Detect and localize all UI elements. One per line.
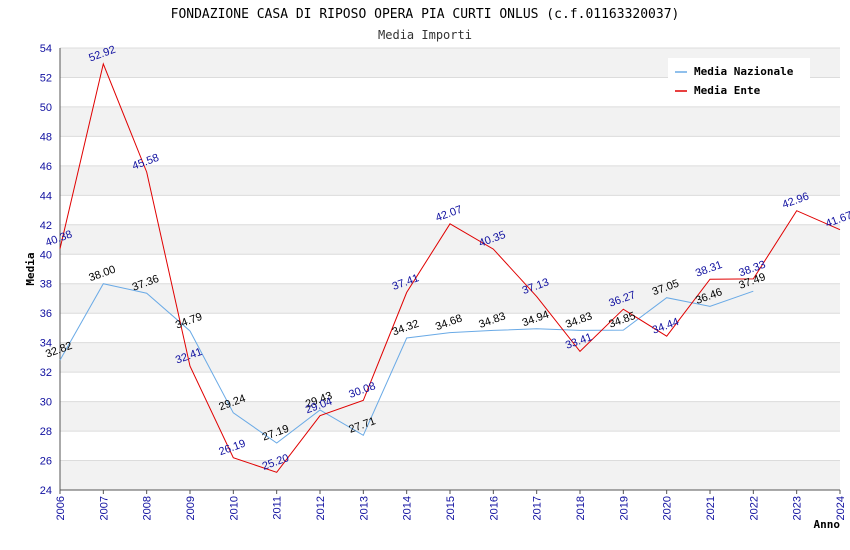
axes bbox=[59, 48, 841, 494]
x-tick-label: 2008 bbox=[142, 496, 154, 520]
y-tick-label: 24 bbox=[40, 485, 52, 497]
grid-band bbox=[60, 401, 840, 432]
legend-label-series-1: Media Nazionale bbox=[694, 65, 794, 78]
y-tick-labels: 24 26 28 30 32 34 36 38 40 42 44 46 48 50 52 54 bbox=[40, 43, 52, 497]
data-label: 30.08 bbox=[347, 380, 377, 401]
y-axis-label: Media bbox=[24, 252, 37, 285]
legend-label-series-2: Media Ente bbox=[694, 84, 761, 97]
data-label: 38.00 bbox=[87, 264, 117, 285]
grid-band bbox=[60, 224, 840, 255]
y-tick-label: 32 bbox=[40, 367, 52, 379]
data-label: 38.31 bbox=[694, 259, 724, 280]
chart-title: FONDAZIONE CASA DI RIPOSO OPERA PIA CURT… bbox=[171, 7, 680, 22]
x-tick-label: 2021 bbox=[705, 496, 717, 520]
x-tick-label: 2016 bbox=[488, 496, 500, 520]
y-tick-label: 46 bbox=[40, 161, 52, 173]
y-tick-label: 28 bbox=[40, 426, 52, 438]
x-tick-label: 2015 bbox=[445, 496, 457, 520]
y-tick-label: 36 bbox=[40, 308, 52, 320]
y-tick-label: 48 bbox=[40, 131, 52, 143]
x-axis-label: Anno bbox=[814, 518, 841, 531]
y-tick-label: 38 bbox=[40, 279, 52, 291]
x-tick-label: 2011 bbox=[272, 496, 284, 520]
x-tick-label: 2024 bbox=[835, 496, 847, 520]
x-tick-label: 2018 bbox=[575, 496, 587, 520]
y-tick-label: 54 bbox=[40, 43, 52, 55]
x-tick-label: 2023 bbox=[792, 496, 804, 520]
x-tick-label: 2022 bbox=[748, 496, 760, 520]
x-tick-label: 2019 bbox=[618, 496, 630, 520]
x-tick-label: 2006 bbox=[55, 496, 67, 520]
y-tick-label: 42 bbox=[40, 220, 52, 232]
x-tick-label: 2013 bbox=[358, 496, 370, 520]
x-tick-label: 2014 bbox=[402, 496, 414, 520]
x-tick-label: 2009 bbox=[185, 496, 197, 520]
series-lines bbox=[59, 62, 841, 473]
x-tick-label: 2012 bbox=[315, 496, 327, 520]
y-tick-label: 26 bbox=[40, 456, 52, 468]
legend: Media Nazionale Media Ente bbox=[668, 58, 810, 102]
grid-band bbox=[60, 106, 840, 137]
grid-band bbox=[60, 283, 840, 314]
y-tick-label: 44 bbox=[40, 190, 52, 202]
x-tick-labels: 2006 2007 2008 2009 2010 2011 2012 2013 2014 2015… bbox=[55, 496, 847, 520]
data-label: 34.44 bbox=[651, 316, 681, 337]
series-line-1 bbox=[59, 283, 754, 444]
grid-band bbox=[60, 460, 840, 490]
grid-bands bbox=[60, 48, 840, 490]
x-tick-label: 2017 bbox=[532, 496, 544, 520]
x-tick-label: 2020 bbox=[662, 496, 674, 520]
chart-subtitle: Media Importi bbox=[378, 28, 472, 42]
y-tick-label: 34 bbox=[40, 338, 52, 350]
y-tick-label: 40 bbox=[40, 249, 52, 261]
y-tick-label: 50 bbox=[40, 102, 52, 114]
legend-box bbox=[668, 58, 810, 102]
data-label: 34.68 bbox=[434, 312, 464, 333]
series-line-2 bbox=[59, 62, 841, 473]
y-tick-label: 52 bbox=[40, 72, 52, 84]
x-tick-label: 2010 bbox=[228, 496, 240, 520]
grid-band bbox=[60, 165, 840, 196]
x-tick-label: 2007 bbox=[98, 496, 110, 520]
data-label: 42.07 bbox=[434, 204, 464, 225]
y-tick-label: 30 bbox=[40, 397, 52, 409]
